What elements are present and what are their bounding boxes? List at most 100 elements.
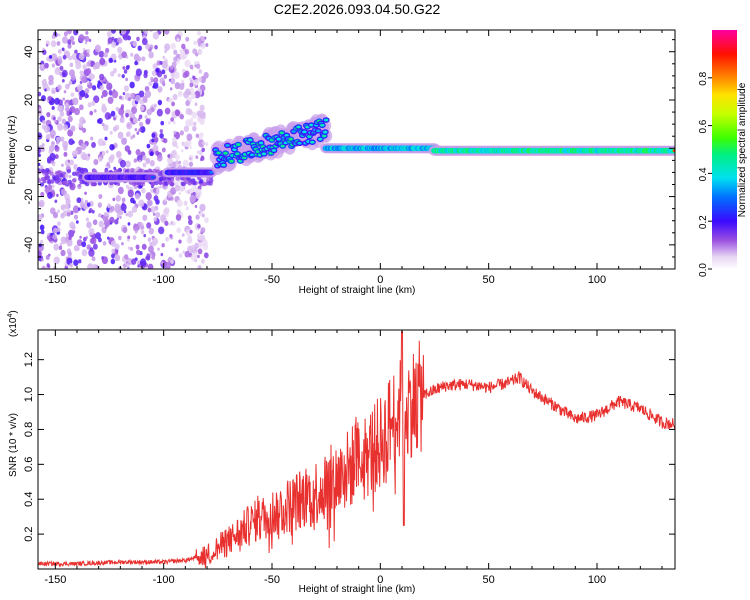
noise-speckle <box>195 214 200 220</box>
noise-speckle <box>90 237 97 245</box>
noise-speckle <box>127 222 131 226</box>
noise-speckle <box>127 235 131 240</box>
noise-speckle <box>147 263 154 269</box>
track-core <box>150 175 156 179</box>
colorbar-tick-label: 0.0 <box>698 263 709 277</box>
noise-speckle <box>117 37 122 44</box>
x-tick-label: 0 <box>377 574 383 586</box>
noise-speckle <box>143 234 146 238</box>
noise-speckle <box>202 181 208 187</box>
noise-speckle <box>75 172 80 177</box>
noise-speckle <box>170 42 176 50</box>
track-core <box>223 151 228 155</box>
noise-speckle <box>78 34 85 42</box>
noise-speckle <box>98 220 105 228</box>
noise-speckle <box>73 165 78 171</box>
noise-speckle <box>108 57 113 64</box>
track-core <box>235 152 240 156</box>
noise-speckle <box>50 40 57 48</box>
noise-speckle <box>187 108 193 116</box>
noise-speckle <box>162 176 168 181</box>
noise-speckle <box>86 221 92 229</box>
noise-speckle <box>68 55 73 61</box>
noise-speckle <box>40 239 44 244</box>
noise-speckle <box>60 204 66 211</box>
noise-speckle <box>48 74 54 82</box>
noise-speckle <box>76 239 83 247</box>
noise-speckle <box>134 229 138 234</box>
noise-speckle <box>185 190 188 194</box>
noise-speckle <box>164 43 171 51</box>
noise-speckle <box>92 219 98 226</box>
snr-plot-frame <box>37 329 676 570</box>
noise-speckle <box>181 149 184 153</box>
noise-speckle <box>103 51 109 58</box>
noise-speckle <box>112 126 118 132</box>
noise-speckle <box>135 249 141 256</box>
noise-speckle <box>154 180 159 186</box>
noise-speckle <box>62 140 69 149</box>
track-core <box>321 134 327 138</box>
noise-speckle <box>56 209 60 214</box>
track-core <box>216 151 221 155</box>
noise-speckle <box>84 35 90 42</box>
noise-speckle <box>141 187 146 194</box>
noise-speckle <box>46 86 50 92</box>
noise-speckle <box>194 204 198 209</box>
noise-speckle <box>152 31 160 40</box>
noise-speckle <box>127 189 134 198</box>
noise-speckle <box>75 150 78 154</box>
noise-speckle <box>106 31 112 38</box>
noise-speckle <box>59 173 64 178</box>
noise-speckle <box>53 119 57 124</box>
noise-speckle <box>69 62 74 68</box>
noise-speckle <box>99 85 104 91</box>
noise-speckle <box>200 227 206 234</box>
snr-y-scale-exponent: 4 <box>7 314 14 318</box>
track-core <box>297 141 302 145</box>
noise-speckle <box>67 83 70 87</box>
noise-speckle <box>140 229 145 235</box>
noise-speckle <box>79 179 84 185</box>
noise-speckle <box>129 117 133 122</box>
noise-speckle <box>189 82 194 88</box>
noise-speckle <box>69 111 73 116</box>
noise-speckle <box>148 245 154 253</box>
noise-speckle <box>181 181 187 187</box>
noise-speckle <box>40 229 45 235</box>
noise-speckle <box>67 251 72 257</box>
noise-speckle <box>71 41 75 46</box>
noise-speckle <box>200 42 206 49</box>
noise-speckle <box>69 263 73 268</box>
noise-speckle <box>67 39 72 45</box>
noise-speckle <box>129 246 134 251</box>
track-core <box>322 130 328 134</box>
noise-speckle <box>39 224 45 231</box>
noise-speckle <box>86 202 91 207</box>
noise-speckle <box>68 80 73 86</box>
noise-speckle <box>109 154 115 161</box>
noise-speckle <box>152 237 159 246</box>
noise-speckle <box>168 121 171 125</box>
noise-speckle <box>50 179 55 184</box>
noise-speckle <box>90 136 94 141</box>
noise-speckle <box>58 105 65 113</box>
noise-speckle <box>172 136 177 143</box>
noise-speckle <box>163 74 168 79</box>
noise-speckle <box>133 158 138 163</box>
noise-speckle <box>137 45 142 51</box>
noise-speckle <box>189 117 194 122</box>
noise-speckle <box>181 79 184 84</box>
track-core <box>229 159 234 163</box>
noise-speckle <box>184 70 190 78</box>
noise-speckle <box>103 124 109 132</box>
noise-speckle <box>62 97 66 101</box>
noise-speckle <box>151 255 156 260</box>
noise-speckle <box>135 149 141 156</box>
noise-speckle <box>75 220 79 224</box>
noise-speckle <box>153 195 159 202</box>
noise-speckle <box>79 201 85 208</box>
noise-speckle <box>110 240 117 248</box>
noise-speckle <box>45 168 50 173</box>
noise-speckle <box>148 51 154 58</box>
